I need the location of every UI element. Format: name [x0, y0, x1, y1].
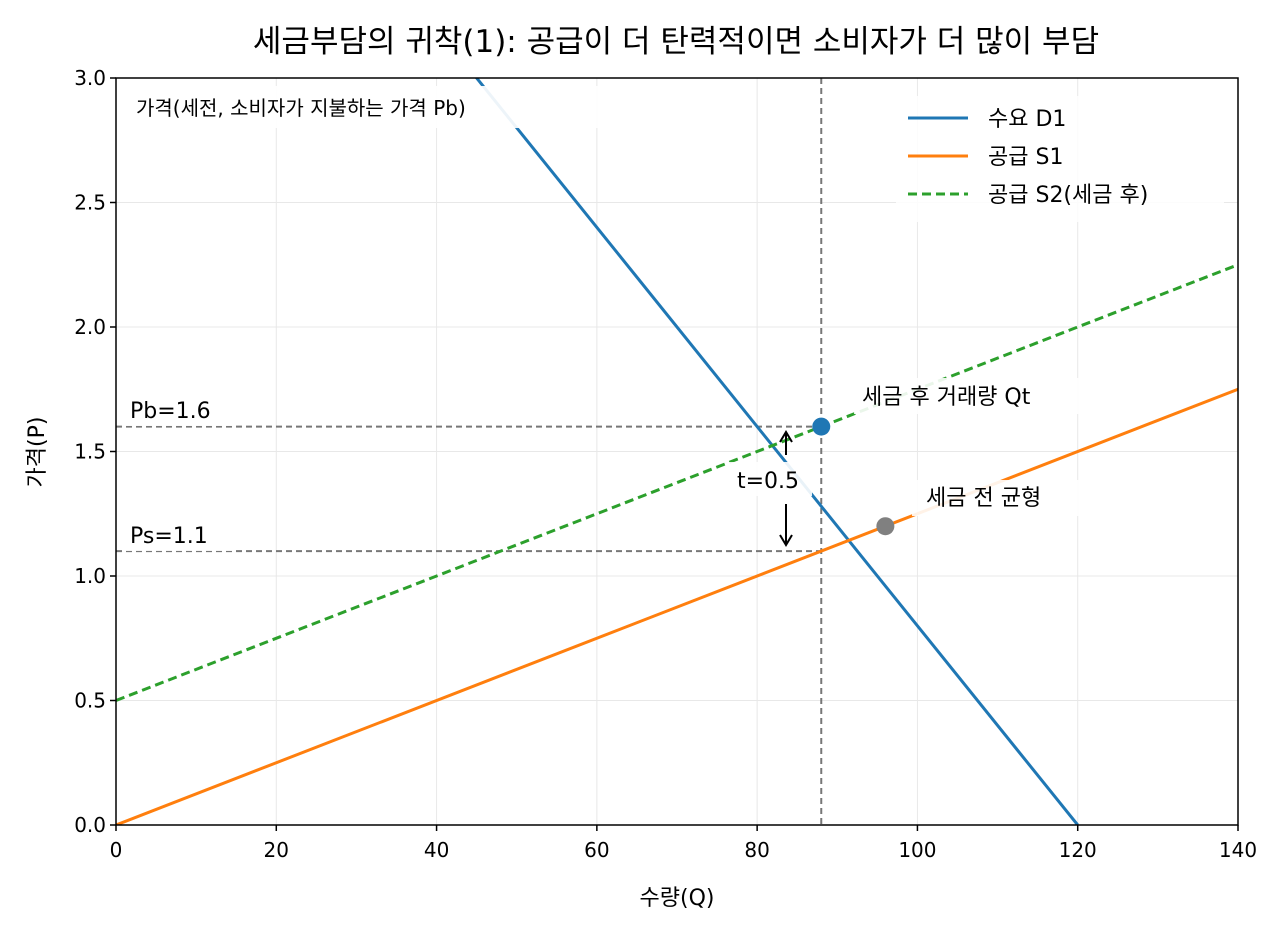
x-tick-label: 140 — [1219, 838, 1257, 862]
tax-arrow — [779, 430, 793, 547]
reference-lines — [116, 78, 823, 825]
legend-label: 수요 D1 — [988, 107, 1066, 132]
pre-tax-label: 세금 전 균형 — [926, 486, 1041, 511]
y-tick-label: 3.0 — [74, 66, 106, 90]
y-tick-label: 2.0 — [74, 315, 106, 339]
equilibrium-point-2 — [876, 517, 895, 536]
y-tick-label: 1.5 — [74, 440, 106, 464]
equilibrium-point-1 — [812, 417, 831, 436]
corner-label-box — [124, 86, 610, 128]
x-tick-label: 120 — [1059, 838, 1097, 862]
x-axis-title: 수량(Q) — [640, 886, 715, 911]
legend-label: 공급 S1 — [988, 145, 1063, 170]
chart-title: 세금부담의 귀착(1): 공급이 더 탄력적이면 소비자가 더 많이 부담 — [253, 24, 1099, 60]
x-tick-label: 100 — [898, 838, 936, 862]
tax-label: t=0.5 — [737, 469, 799, 494]
x-ticks: 0 20 40 60 80 100 120 140 — [110, 825, 1257, 862]
pb-label: Pb=1.6 — [130, 399, 211, 424]
y-ticks: 0.0 0.5 1.0 1.5 2.0 2.5 3.0 — [74, 66, 116, 837]
after-tax-label-box — [854, 378, 1116, 414]
x-tick-label: 0 — [110, 838, 123, 862]
corner-label: 가격(세전, 소비자가 지불하는 가격 Pb) — [136, 96, 466, 120]
x-tick-label: 20 — [264, 838, 289, 862]
y-axis-title: 가격(P) — [25, 417, 50, 488]
legend-label: 공급 S2(세금 후) — [988, 183, 1148, 208]
points-layer — [812, 417, 895, 536]
series-line-3 — [116, 263, 1238, 702]
y-tick-label: 2.5 — [74, 191, 106, 215]
x-tick-label: 60 — [584, 838, 609, 862]
ps-label-box — [122, 521, 232, 551]
series-layer — [116, 78, 1238, 825]
ps-label: Ps=1.1 — [130, 524, 208, 549]
x-tick-label: 80 — [744, 838, 769, 862]
series-line-1 — [474, 78, 1079, 825]
after-tax-label: 세금 후 거래량 Qt — [862, 385, 1031, 410]
y-tick-label: 1.0 — [74, 564, 106, 588]
series-line-2 — [116, 387, 1238, 825]
legend: 수요 D1 공급 S1 공급 S2(세금 후) — [896, 96, 1224, 222]
pre-tax-label-box — [912, 480, 1102, 516]
y-tick-label: 0.5 — [74, 689, 106, 713]
pb-label-box — [122, 396, 232, 426]
x-tick-label: 40 — [424, 838, 449, 862]
tax-label-box — [728, 462, 812, 496]
y-tick-label: 0.0 — [74, 813, 106, 837]
